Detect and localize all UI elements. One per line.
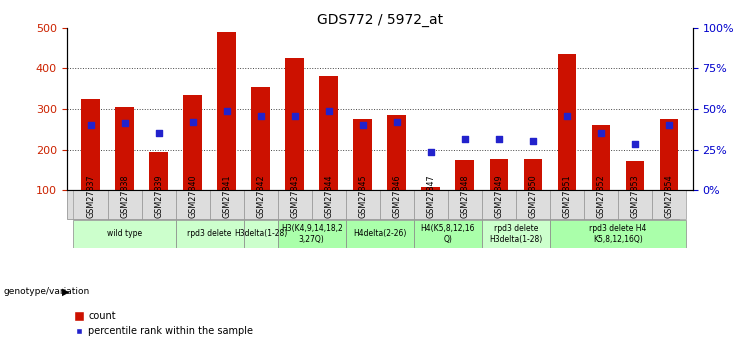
Point (289, 114, 301, 119)
Text: GSM27844: GSM27844 (325, 174, 333, 218)
Bar (82, 99, 100, 190)
Point (357, 122, 369, 128)
Bar (591, 125, 611, 190)
FancyBboxPatch shape (550, 190, 584, 219)
Point (527, 138, 539, 144)
Bar (183, 95, 202, 190)
FancyBboxPatch shape (448, 190, 482, 219)
Text: GSM27848: GSM27848 (460, 174, 469, 218)
Point (459, 137, 471, 142)
Point (84, 122, 96, 128)
Bar (524, 159, 542, 190)
FancyBboxPatch shape (73, 220, 176, 248)
Text: H4(K5,8,12,16
Q): H4(K5,8,12,16 Q) (421, 224, 475, 244)
FancyBboxPatch shape (584, 190, 618, 219)
Text: GSM27842: GSM27842 (256, 174, 265, 218)
FancyBboxPatch shape (176, 190, 210, 219)
Text: GSM27854: GSM27854 (665, 174, 674, 218)
Bar (251, 87, 270, 190)
Text: GSM27841: GSM27841 (222, 174, 231, 218)
Point (323, 108, 335, 114)
Text: GSM27851: GSM27851 (562, 174, 571, 218)
FancyBboxPatch shape (142, 190, 176, 219)
Legend: count, percentile rank within the sample: count, percentile rank within the sample (72, 307, 257, 340)
Text: GSM27853: GSM27853 (631, 174, 639, 218)
Text: rpd3 delete H4
K5,8,12,16Q): rpd3 delete H4 K5,8,12,16Q) (589, 224, 647, 244)
Point (595, 131, 607, 136)
Text: GSM27843: GSM27843 (290, 174, 299, 218)
FancyBboxPatch shape (413, 220, 482, 248)
Text: wild type: wild type (107, 229, 142, 238)
Text: rpd3 delete: rpd3 delete (187, 229, 232, 238)
Point (391, 119, 402, 125)
Point (629, 141, 641, 146)
Text: GSM27852: GSM27852 (597, 174, 605, 218)
Bar (388, 115, 406, 190)
Text: genotype/variation: genotype/variation (4, 287, 90, 296)
FancyBboxPatch shape (312, 190, 346, 219)
Bar (557, 54, 576, 190)
Point (187, 119, 199, 125)
Bar (115, 107, 134, 190)
FancyBboxPatch shape (652, 190, 686, 219)
FancyBboxPatch shape (244, 190, 278, 219)
Text: GSM27838: GSM27838 (120, 174, 129, 218)
Text: GSM27849: GSM27849 (494, 174, 503, 218)
FancyBboxPatch shape (346, 220, 413, 248)
FancyBboxPatch shape (67, 190, 679, 219)
FancyBboxPatch shape (278, 190, 312, 219)
Text: GSM27846: GSM27846 (392, 174, 402, 218)
Bar (422, 187, 440, 190)
Text: H3(K4,9,14,18,2
3,27Q): H3(K4,9,14,18,2 3,27Q) (281, 224, 342, 244)
Title: GDS772 / 5972_at: GDS772 / 5972_at (316, 12, 443, 27)
Text: GSM27847: GSM27847 (426, 174, 435, 218)
Point (493, 137, 505, 142)
Text: GSM27837: GSM27837 (86, 174, 95, 218)
Bar (625, 161, 645, 190)
FancyBboxPatch shape (73, 190, 107, 219)
Point (153, 131, 165, 136)
Text: H3delta(1-28): H3delta(1-28) (234, 229, 288, 238)
Bar (456, 160, 474, 190)
Point (255, 114, 267, 119)
Text: GSM27840: GSM27840 (188, 174, 197, 218)
Bar (659, 119, 678, 190)
FancyBboxPatch shape (482, 220, 550, 248)
FancyBboxPatch shape (278, 220, 346, 248)
FancyBboxPatch shape (176, 220, 244, 248)
Point (561, 114, 573, 119)
Bar (490, 159, 508, 190)
Bar (149, 152, 168, 190)
FancyBboxPatch shape (346, 190, 380, 219)
FancyBboxPatch shape (413, 190, 448, 219)
FancyBboxPatch shape (244, 220, 278, 248)
Point (663, 122, 675, 128)
FancyBboxPatch shape (107, 190, 142, 219)
Text: GSM27850: GSM27850 (528, 174, 537, 218)
Bar (319, 76, 338, 190)
Text: H4delta(2-26): H4delta(2-26) (353, 229, 407, 238)
FancyBboxPatch shape (482, 190, 516, 219)
FancyBboxPatch shape (380, 190, 413, 219)
Text: GSM27839: GSM27839 (154, 174, 163, 218)
Bar (285, 58, 304, 190)
Text: ▶: ▶ (62, 287, 69, 296)
FancyBboxPatch shape (550, 220, 686, 248)
Point (119, 120, 130, 126)
Text: rpd3 delete
H3delta(1-28): rpd3 delete H3delta(1-28) (489, 224, 542, 244)
Bar (217, 32, 236, 190)
Text: GSM27845: GSM27845 (358, 174, 368, 218)
FancyBboxPatch shape (516, 190, 550, 219)
Point (221, 108, 233, 114)
Bar (353, 119, 372, 190)
FancyBboxPatch shape (210, 190, 244, 219)
Point (425, 149, 436, 155)
FancyBboxPatch shape (618, 190, 652, 219)
